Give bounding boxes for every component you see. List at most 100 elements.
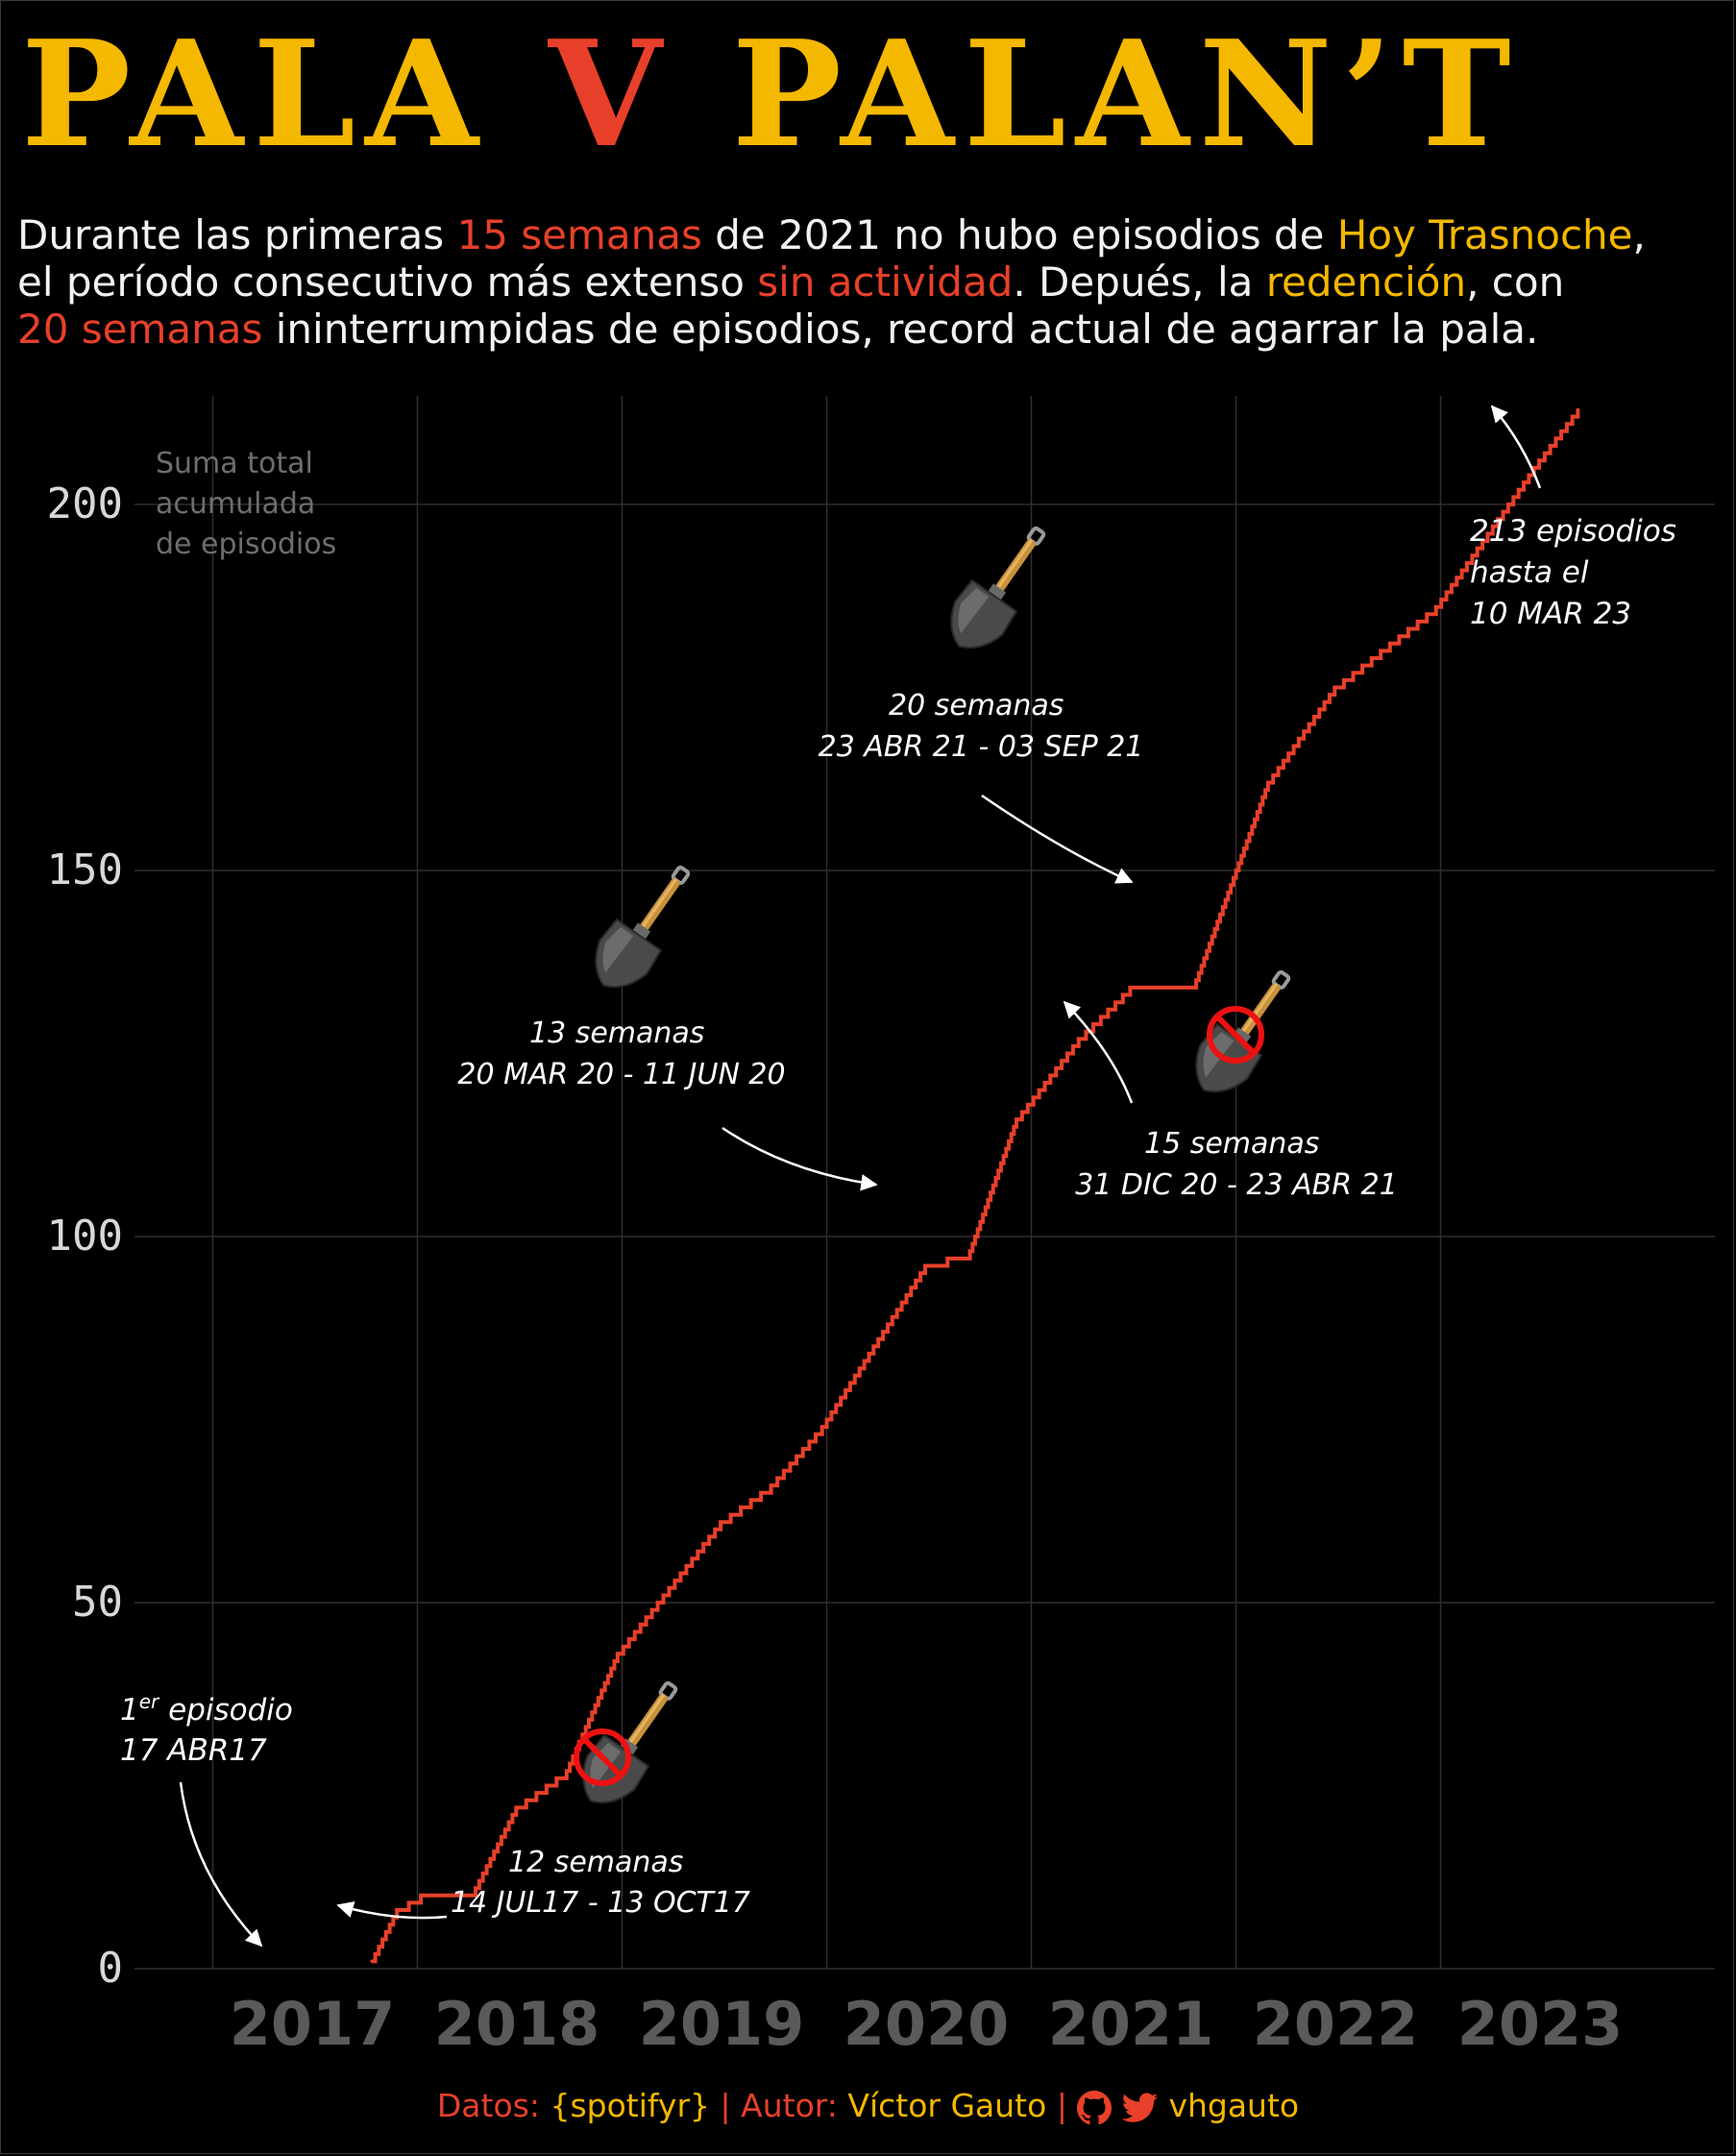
annotation-total: 213 episodios hasta el 10 MAR 23	[1470, 514, 1686, 631]
annotation-arrow	[336, 1901, 448, 1920]
caption-separator: |	[720, 2087, 731, 2124]
annotation-superscript: er	[139, 1690, 160, 1713]
x-tick-label: 2021	[1048, 1989, 1214, 2059]
caption-autor-label: Autor:	[741, 2087, 838, 2124]
annotation-line: 13 semanas	[529, 1017, 704, 1050]
x-tick-label: 2017	[230, 1989, 396, 2059]
shovel-icon	[933, 511, 1066, 665]
annotation-line: 12 semanas	[508, 1846, 683, 1879]
twitter-icon[interactable]	[1121, 2092, 1159, 2124]
subtitle-highlight: redención	[1265, 258, 1467, 306]
data-point	[820, 1425, 824, 1429]
caption-datos-value: {spotifyr}	[550, 2087, 711, 2124]
data-point	[1266, 781, 1270, 785]
data-point	[1434, 605, 1438, 609]
annotation-line: 1	[120, 1693, 139, 1727]
data-point	[770, 1483, 773, 1487]
subtitle: Durante las primeras 15 semanas de 2021 …	[17, 211, 1718, 353]
no-sign-icon	[1207, 1006, 1264, 1064]
data-point	[1191, 986, 1195, 990]
subtitle-highlight: Hoy Trasnoche	[1336, 211, 1633, 258]
annotation-line: 20 MAR 20 - 11 JUN 20	[457, 1058, 785, 1091]
title-part-3: PALAN’T	[731, 8, 1521, 180]
y-axis-label: Suma total acumulada de episodios	[156, 447, 336, 561]
caption-datos-label: Datos:	[436, 2087, 540, 2124]
data-point	[1333, 686, 1336, 689]
annotation-streak-2021: 20 semanas 23 ABR 21 - 03 SEP 21	[819, 689, 1144, 764]
annotation-line: 17 ABR17	[120, 1733, 267, 1768]
annotation-line: 20 semanas	[889, 689, 1064, 723]
y-axis-label-line: acumulada	[156, 487, 315, 521]
title-part-1: PALA	[21, 8, 488, 180]
subtitle-text: ,	[1632, 211, 1646, 258]
data-point	[370, 1959, 374, 1963]
annotation-gap-2017: 12 semanas 14 JUL17 - 13 OCT17	[451, 1846, 750, 1920]
annotation-gap-2021: 15 semanas 31 DIC 20 - 23 ABR 21	[1075, 1127, 1398, 1202]
no-sign-icon	[574, 1728, 631, 1786]
data-point	[565, 1769, 569, 1773]
caption-autor-value: Víctor Gauto	[847, 2087, 1047, 2124]
shovel-icon	[577, 850, 711, 1004]
y-tick-label: 50	[72, 1578, 123, 1627]
y-tick-label: 150	[47, 845, 123, 894]
data-point	[923, 1263, 927, 1267]
annotation-arrow	[179, 1781, 263, 1948]
annotation-line: 15 semanas	[1144, 1127, 1319, 1161]
x-tick-label: 2022	[1253, 1989, 1419, 2059]
subtitle-text: el período consecutivo más extenso	[17, 258, 758, 306]
y-tick-label: 200	[47, 479, 123, 528]
github-icon[interactable]	[1077, 2090, 1113, 2125]
series-line	[371, 408, 1580, 1964]
axes: 0 50 100 150 200 2017 2018 2019 2020 2021 2022 2023	[47, 479, 1624, 2059]
data-point	[419, 1894, 423, 1898]
annotation-first-episode: 1er episodio 17 ABR17	[120, 1690, 303, 1768]
caption-separator: |	[1056, 2087, 1067, 2124]
data-point	[719, 1520, 722, 1524]
annotation-arrow	[1490, 404, 1542, 489]
subtitle-text: . Depués, la	[1013, 258, 1266, 306]
data-point	[1537, 458, 1541, 462]
subtitle-text: , con	[1466, 258, 1565, 306]
x-tick-label: 2023	[1457, 1989, 1624, 2059]
annotation-line: 23 ABR 21 - 03 SEP 21	[819, 730, 1144, 764]
annotations: 1er episodio 17 ABR17 12 semanas 14 JUL1…	[120, 404, 1686, 1948]
x-tick-label: 2019	[639, 1989, 805, 2059]
y-axis-label-line: de episodios	[156, 527, 336, 561]
data-point	[968, 1249, 972, 1253]
annotation-line: 14 JUL17 - 13 OCT17	[451, 1886, 750, 1920]
annotation-streak-2020: 13 semanas 20 MAR 20 - 11 JUN 20	[457, 1017, 785, 1091]
grid	[134, 396, 1715, 1970]
data-point	[470, 1894, 474, 1898]
caption-handle: vhgauto	[1168, 2087, 1300, 2124]
annotation-line: 10 MAR 23	[1470, 597, 1631, 631]
x-tick-label: 2018	[434, 1989, 600, 2059]
y-tick-label: 0	[98, 1944, 124, 1993]
annotation-arrow	[1063, 1000, 1134, 1104]
caption: Datos: {spotifyr} | Autor: Víctor Gauto …	[0, 2087, 1736, 2125]
data-point	[1128, 986, 1132, 990]
x-tick-label: 2020	[844, 1989, 1010, 2059]
page-title: PALA V PALAN’T	[21, 17, 1521, 171]
annotation-line: episodio	[159, 1693, 293, 1727]
y-tick-label: 100	[47, 1212, 123, 1261]
subtitle-text: de 2021 no hubo episodios de	[701, 211, 1337, 258]
y-axis-label-line: Suma total	[156, 447, 313, 480]
annotation-arrow	[981, 794, 1134, 884]
subtitle-text: ininterrumpidas de episodios, record act…	[262, 306, 1539, 353]
annotation-line: hasta el	[1470, 555, 1589, 590]
data-point	[1576, 407, 1579, 411]
subtitle-highlight: 20 semanas	[17, 306, 263, 353]
subtitle-text: Durante las primeras	[17, 211, 457, 258]
subtitle-highlight: sin actividad	[757, 258, 1014, 306]
series-layer	[370, 407, 1580, 1964]
data-point	[1015, 1117, 1018, 1121]
subtitle-highlight: 15 semanas	[456, 211, 702, 258]
title-part-2: V	[548, 8, 672, 180]
data-point	[395, 1908, 399, 1912]
data-point	[616, 1652, 620, 1655]
annotation-line: 31 DIC 20 - 23 ABR 21	[1075, 1168, 1398, 1202]
annotation-line: 213 episodios	[1470, 514, 1676, 549]
data-point	[514, 1805, 518, 1809]
